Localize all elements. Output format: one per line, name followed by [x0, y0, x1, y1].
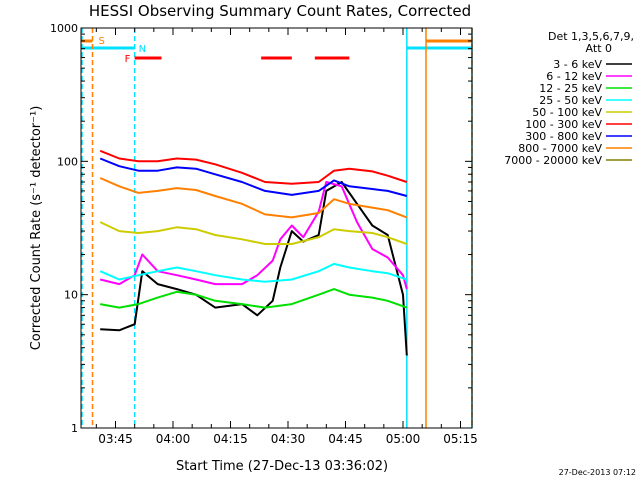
axis-layer: 1 10 100 1000 03:45 04:00 04:15 04:30 04:45 05:00…	[50, 22, 478, 446]
flare-flag-label: F	[125, 54, 131, 65]
timestamp: 27-Dec-2013 07:12	[559, 468, 636, 477]
legend-header-detectors: Det 1,3,5,6,7,9,	[548, 30, 634, 43]
x-axis-label: Start Time (27-Dec-13 03:36:02)	[176, 459, 388, 474]
legend-label-25-50-kev: 25 - 50 keV	[539, 94, 602, 107]
legend-label-100-300-kev: 100 - 300 keV	[525, 118, 602, 131]
series-line-300-800-kev	[99, 157, 408, 197]
legend-label-300-800-kev: 300 - 800 keV	[525, 130, 602, 143]
x-tick-label: 03:45	[98, 432, 133, 446]
y-axis-label: Corrected Count Rate (s⁻¹ detector⁻¹)	[29, 106, 44, 351]
series-layer	[99, 149, 408, 356]
series-line-25-50-kev	[99, 262, 408, 283]
series-line-12-25-kev	[100, 288, 408, 309]
y-tick-label: 1	[71, 422, 78, 435]
flag-layer: N S F	[81, 28, 473, 428]
legend-label-6-12-kev: 6 - 12 keV	[546, 70, 602, 83]
legend-label-12-25-kev: 12 - 25 keV	[539, 82, 602, 95]
chart-title: HESSI Observing Summary Count Rates, Cor…	[89, 2, 471, 20]
legend-label-7000-20000-kev: 7000 - 20000 keV	[504, 154, 602, 167]
series-line-50-100-kev	[99, 221, 408, 245]
legend-label-800-7000-kev: 800 - 7000 keV	[518, 142, 602, 155]
night-flag-label: N	[139, 44, 146, 55]
x-tick-label: 04:30	[271, 432, 306, 446]
x-tick-label: 05:15	[443, 432, 478, 446]
x-tick-label: 04:00	[156, 432, 191, 446]
series-line-3-6-kev	[100, 181, 408, 356]
x-tick-label: 04:45	[328, 432, 363, 446]
legend-label-50-100-kev: 50 - 100 keV	[532, 106, 602, 119]
series-line-6-12-kev	[99, 181, 408, 290]
saa-flag-label: S	[99, 36, 105, 47]
x-tick-label: 04:15	[213, 432, 248, 446]
x-tick-label: 05:00	[386, 432, 421, 446]
plot-frame	[80, 27, 473, 429]
series-line-800-7000-kev	[99, 177, 408, 219]
y-tick-label: 100	[57, 155, 78, 168]
legend-header-attenuator: Att 0	[586, 42, 612, 55]
y-tick-label: 10	[64, 289, 78, 302]
legend-label-3-6-kev: 3 - 6 keV	[553, 58, 602, 71]
y-tick-label: 1000	[50, 22, 78, 35]
series-line-100-300-kev	[99, 149, 408, 185]
